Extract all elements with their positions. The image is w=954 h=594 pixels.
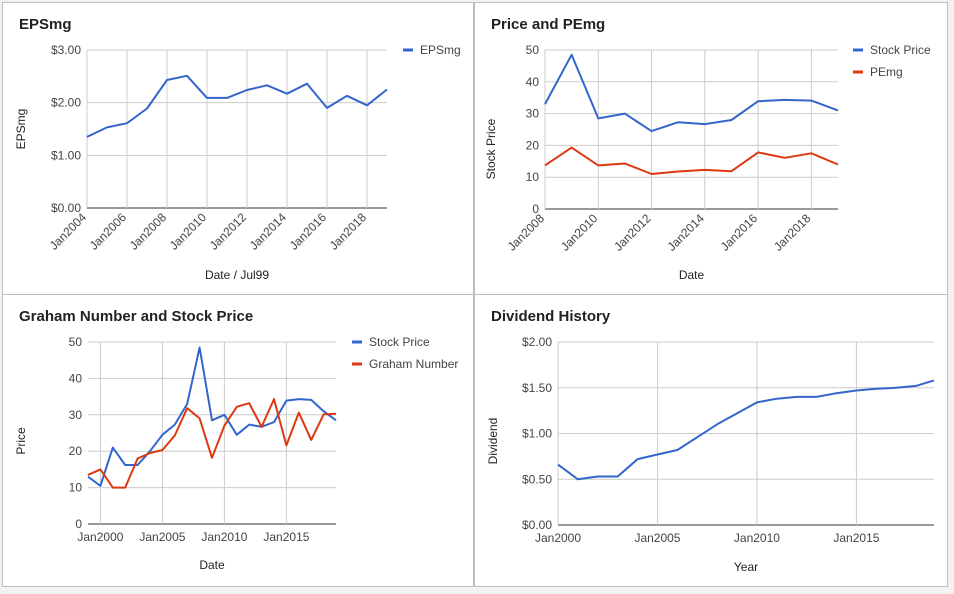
eps-chart: $0.00 $1.00 $2.00 $3.00 Jan2004Jan2006Jan200… (14, 43, 461, 282)
x-tick-label: Jan2008 (505, 211, 548, 254)
y-tick-label: $1.00 (522, 427, 552, 441)
y-axis-title: EPSmg (14, 109, 28, 150)
legend-label: Stock Price (369, 335, 430, 349)
y-tick-label: 50 (69, 335, 83, 349)
legend-label: PEmg (870, 65, 903, 79)
x-axis-title: Date (679, 268, 705, 282)
y-tick-label: $1.50 (522, 381, 552, 395)
x-tick-label: Jan2015 (263, 530, 309, 544)
legend-label: Graham Number (369, 357, 458, 371)
x-tick-label: Jan2010 (201, 530, 247, 544)
y-tick-label: 30 (526, 107, 540, 121)
x-axis-title: Year (734, 560, 758, 574)
x-tick-label: Jan2000 (77, 530, 123, 544)
y-tick-label: $2.00 (522, 335, 552, 349)
y-tick-label: $3.00 (51, 43, 81, 57)
legend-label: Stock Price (870, 43, 931, 57)
y-axis-title: Price (14, 427, 28, 455)
y-tick-label: 0 (532, 202, 539, 216)
eps-chart-title: EPSmg (19, 16, 72, 33)
eps-chart-panel: EPSmg $0.00 $1.00 $2.00 $3.00 Jan2004 Jan2006… (2, 2, 474, 295)
y-tick-label: $2.00 (51, 96, 81, 110)
y-tick-label: 10 (526, 170, 540, 184)
series-line-dividend (557, 379, 935, 481)
x-tick-label: Jan2012 (611, 211, 654, 254)
x-tick-label: Jan2016 (287, 210, 330, 253)
graham-chart-title: Graham Number and Stock Price (19, 308, 254, 325)
series-line-graham-number (87, 398, 337, 489)
x-tick-label: Jan2000 (535, 531, 581, 545)
price-pe-chart-panel: Price and PEmg 0 10 20 30 40 50 Jan2008 Jan2010… (474, 2, 948, 295)
x-tick-label: Jan2010 (167, 210, 210, 253)
x-tick-label: Jan2008 (127, 210, 170, 253)
y-tick-label: 50 (526, 43, 540, 57)
x-tick-label: Jan2010 (734, 531, 780, 545)
dividend-chart-title: Dividend History (491, 308, 611, 325)
legend-label: EPSmg (420, 43, 461, 57)
dividend-chart: $0.00 $0.50 $1.00 $1.50 $2.00 Jan2000 Jan2005 J… (486, 335, 935, 574)
y-tick-label: 0 (75, 517, 82, 531)
y-tick-label: 10 (69, 481, 83, 495)
series-line-stock-price (87, 346, 337, 487)
x-tick-label: Jan2014 (664, 211, 707, 254)
x-tick-label: Jan2006 (87, 210, 130, 253)
x-tick-label: Jan2016 (718, 211, 761, 254)
price-pe-chart-title: Price and PEmg (491, 16, 606, 33)
graham-chart: 0 10 20 30 40 50 Jan2000 Jan2005 Jan2010 Jan2015 D… (14, 335, 458, 572)
x-tick-label: Jan2018 (771, 211, 814, 254)
series-line-stock-price (544, 53, 839, 133)
y-tick-label: 30 (69, 408, 83, 422)
x-tick-label: Jan2004 (47, 210, 90, 253)
series-line-pemg (544, 146, 839, 175)
x-tick-label: Jan2005 (139, 530, 185, 544)
y-tick-label: 40 (69, 371, 83, 385)
x-axis-title: Date / Jul99 (205, 268, 269, 282)
x-tick-label: Jan2010 (558, 211, 601, 254)
y-tick-label: $0.00 (51, 201, 81, 215)
series-line-epsmg (86, 74, 388, 138)
x-tick-label: Jan2012 (207, 210, 250, 253)
dividend-chart-panel: Dividend History $0.00 $0.50 $1.00 $1.50 $2.… (474, 294, 948, 587)
y-axis-title: Stock Price (484, 118, 498, 179)
y-tick-label: $1.00 (51, 148, 81, 162)
y-tick-label: 20 (526, 138, 540, 152)
y-tick-label: $0.00 (522, 518, 552, 532)
x-tick-label: Jan2005 (634, 531, 680, 545)
x-axis-title: Date (199, 558, 225, 572)
graham-chart-panel: Graham Number and Stock Price 0 10 20 30 40 5… (2, 294, 474, 587)
y-tick-label: 40 (526, 75, 540, 89)
y-tick-label: 20 (69, 444, 83, 458)
x-tick-label: Jan2014 (247, 210, 290, 253)
y-axis-title: Dividend (486, 418, 500, 465)
x-tick-label: Jan2018 (327, 210, 370, 253)
price-pe-chart: 0 10 20 30 40 50 Jan2008 Jan2010 Jan2012 Jan2014 J… (484, 43, 931, 282)
x-tick-label: Jan2015 (833, 531, 879, 545)
y-tick-label: $0.50 (522, 472, 552, 486)
